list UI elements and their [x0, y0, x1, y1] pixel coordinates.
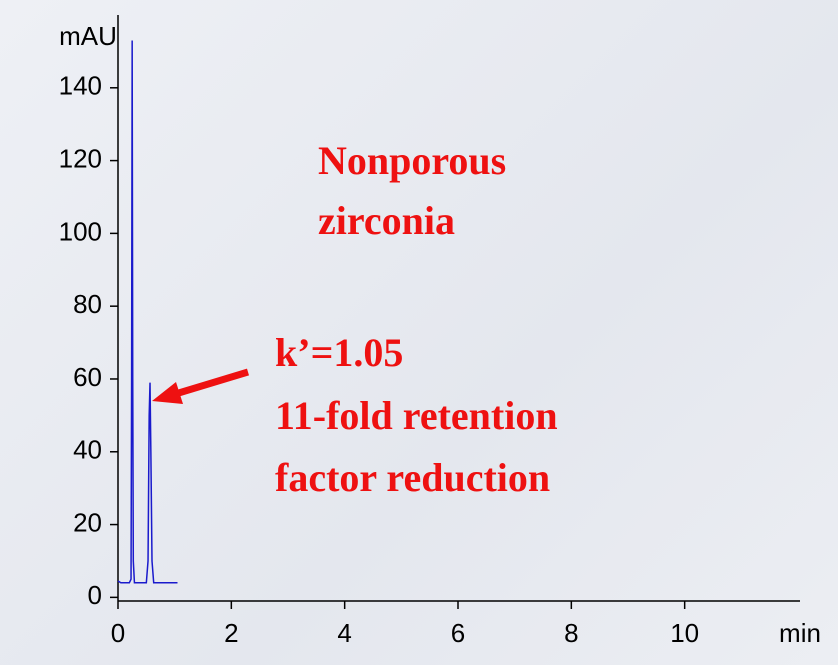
y-axis-label: mAU	[59, 21, 117, 51]
y-tick-label: 20	[73, 507, 102, 537]
y-tick-label: 140	[59, 71, 102, 101]
x-axis-label: min	[779, 618, 821, 648]
y-tick-label: 0	[88, 580, 102, 610]
y-tick-label: 60	[73, 362, 102, 392]
x-tick-label: 8	[564, 618, 578, 648]
arrow-shaft	[170, 368, 250, 399]
x-tick-label: 10	[670, 618, 699, 648]
arrow-head	[152, 382, 183, 404]
annotation: factor reduction	[275, 455, 550, 500]
annotation: Nonporous	[318, 138, 506, 183]
y-tick-label: 120	[59, 143, 102, 173]
x-tick-label: 2	[224, 618, 238, 648]
y-tick-label: 100	[59, 216, 102, 246]
trace-line	[117, 40, 178, 584]
annotation: 11-fold retention	[275, 393, 558, 438]
annotation: k’=1.05	[275, 330, 403, 375]
y-tick-label: 80	[73, 289, 102, 319]
y-tick-label: 40	[73, 435, 102, 465]
x-tick-label: 6	[451, 618, 465, 648]
x-tick-label: 0	[111, 618, 125, 648]
x-tick-label: 4	[337, 618, 351, 648]
annotation: zirconia	[318, 198, 455, 243]
